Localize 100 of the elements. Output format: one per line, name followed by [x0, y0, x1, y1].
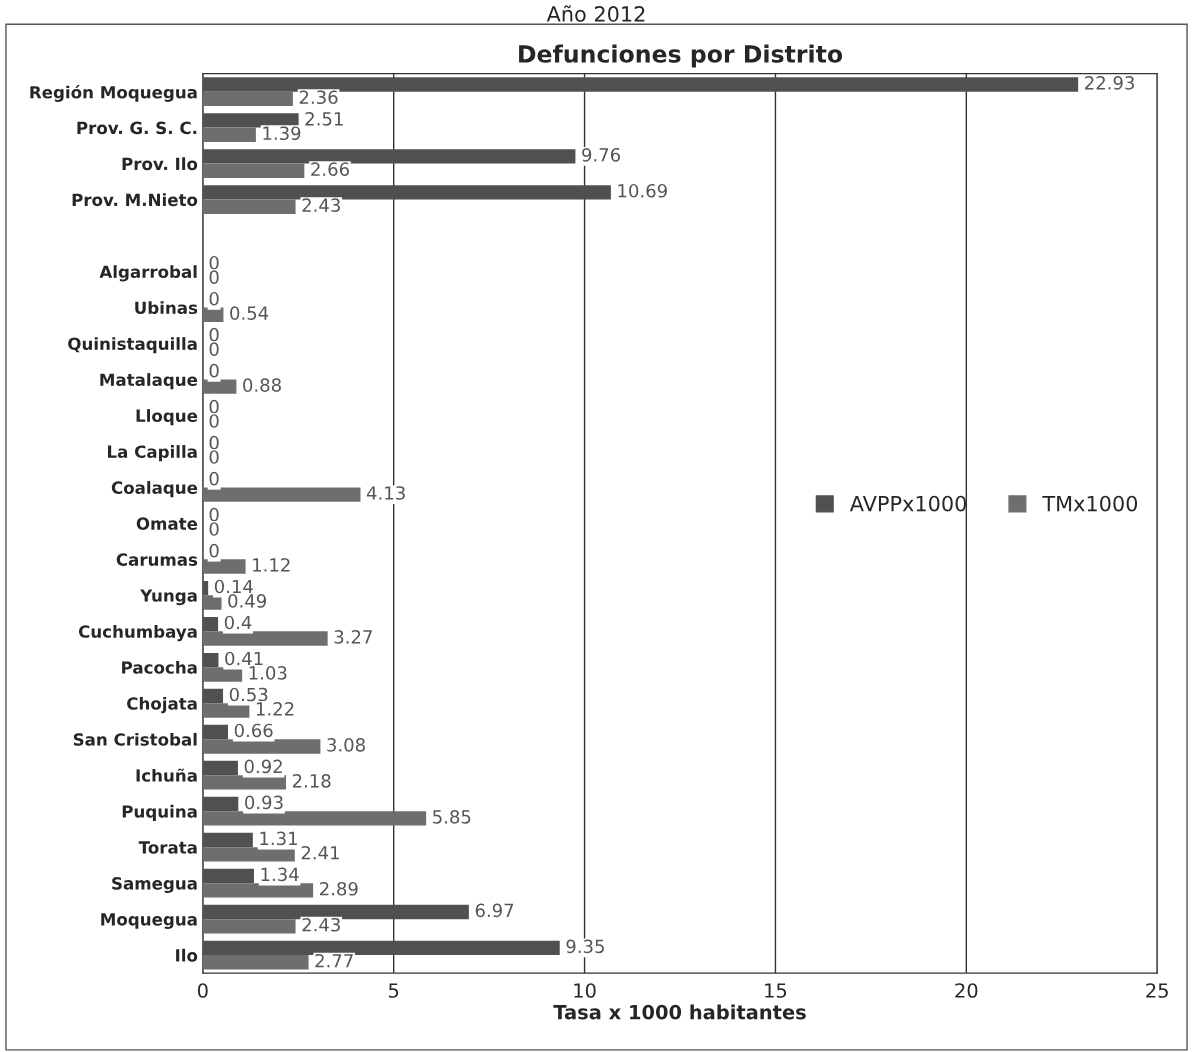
y-tick-label: Lloque: [136, 409, 198, 426]
bar: [202, 616, 219, 632]
data-label: 0.53: [229, 687, 268, 702]
data-label: 0: [209, 507, 219, 522]
data-label: 0: [209, 399, 219, 414]
data-label: 9.35: [566, 939, 604, 954]
data-label: 0.41: [225, 651, 263, 666]
data-label: 0.93: [245, 795, 283, 810]
x-tick-label: 15: [765, 983, 787, 998]
bar: [202, 652, 219, 668]
data-label: 3.08: [327, 738, 365, 752]
data-label: 0: [209, 471, 219, 486]
data-label: 0.4: [224, 615, 252, 630]
bar: [202, 940, 560, 956]
data-label: 1.39: [263, 126, 301, 141]
bar: [202, 868, 254, 884]
data-label: 2.66: [311, 162, 349, 177]
x-tick-label: 10: [574, 983, 596, 998]
y-tick-label: Prov. Ilo: [122, 157, 198, 171]
data-label: 2.51: [305, 111, 343, 126]
y-tick-label: Cuchumbaya: [78, 624, 197, 642]
data-label: 0: [209, 327, 219, 342]
data-label: 1.31: [260, 831, 297, 846]
bar: [202, 760, 238, 776]
bar: [202, 796, 239, 812]
bar: [202, 847, 295, 862]
bar: [202, 91, 293, 107]
data-label: 2.41: [301, 845, 339, 860]
bar: [202, 955, 309, 970]
data-label: 0: [209, 435, 219, 450]
data-label: 2.43: [302, 198, 340, 212]
bar: [202, 379, 237, 394]
y-tick-label: Ilo: [176, 948, 198, 962]
data-label: 2.18: [292, 774, 331, 788]
bar: [202, 580, 209, 596]
x-tick-label: 20: [955, 983, 978, 998]
bar: [202, 904, 469, 920]
y-tick-label: Puquina: [122, 804, 197, 821]
y-tick-label: Quinistaquilla: [68, 337, 197, 354]
data-label: 0: [209, 414, 219, 428]
data-label: 1.12: [253, 558, 290, 572]
data-label: 1.34: [261, 867, 299, 882]
bar: [202, 688, 224, 704]
y-tick-label: Omate: [136, 517, 198, 530]
y-tick-label: Yunga: [140, 589, 197, 606]
data-label: 6.97: [475, 903, 514, 918]
legend-label: TMx1000: [1042, 495, 1138, 512]
bar: [202, 703, 250, 718]
data-label: 9.76: [582, 147, 621, 162]
bar: [202, 883, 314, 898]
bar: [202, 724, 229, 740]
chart-title: Defunciones por Distrito: [519, 44, 843, 68]
data-label: 0.88: [243, 378, 281, 392]
y-tick-label: Ubinas: [135, 301, 198, 315]
bar: [202, 775, 287, 790]
bar: [202, 487, 361, 502]
bar: [202, 559, 246, 574]
bar: [202, 77, 1079, 92]
data-label: 22.93: [1085, 76, 1134, 90]
data-label: 0: [209, 522, 219, 536]
y-tick-label: Samegua: [112, 877, 197, 894]
bar: [202, 631, 328, 646]
data-label: 0: [209, 270, 219, 284]
data-label: 0: [209, 291, 219, 306]
data-label: 0: [209, 342, 219, 356]
y-tick-label: Prov. M.Nieto: [72, 193, 198, 207]
x-tick-label: 25: [1146, 983, 1168, 998]
bar: [202, 667, 243, 682]
data-label: 0.49: [228, 594, 266, 608]
data-label: 2.89: [320, 881, 358, 896]
data-label: 3.27: [334, 630, 372, 644]
data-label: 0: [209, 543, 219, 558]
data-label: 1.22: [256, 702, 294, 716]
data-label: 2.43: [302, 917, 340, 932]
bar: [202, 149, 576, 164]
bar: [202, 811, 427, 826]
y-tick-label: Moquegua: [101, 913, 197, 929]
data-label: 4.13: [366, 486, 405, 500]
chart-subtitle: Año 2012: [546, 5, 645, 22]
x-axis-title: Tasa x 1000 habitantes: [553, 1004, 806, 1020]
bar: [202, 595, 222, 610]
bar: [202, 199, 296, 214]
y-tick-label: La Capilla: [108, 445, 197, 462]
data-label: 1.03: [249, 666, 287, 680]
bar: [202, 919, 296, 934]
y-tick-label: Algarrobal: [99, 265, 197, 282]
y-tick-label: Matalaque: [100, 373, 198, 390]
data-label: 0: [209, 363, 219, 378]
data-label: 0: [209, 450, 219, 464]
data-label: 0.66: [234, 723, 273, 738]
data-label: 5.85: [433, 809, 471, 824]
y-tick-label: San Cristobal: [73, 732, 197, 746]
bar: [202, 739, 321, 754]
x-tick-label: 0: [197, 983, 208, 998]
bar: [202, 832, 253, 848]
y-tick-label: Torata: [138, 841, 197, 854]
bar: [202, 127, 256, 142]
data-label: 2.77: [315, 953, 353, 968]
y-tick-label: Pacocha: [122, 660, 197, 674]
bar: [202, 163, 305, 178]
